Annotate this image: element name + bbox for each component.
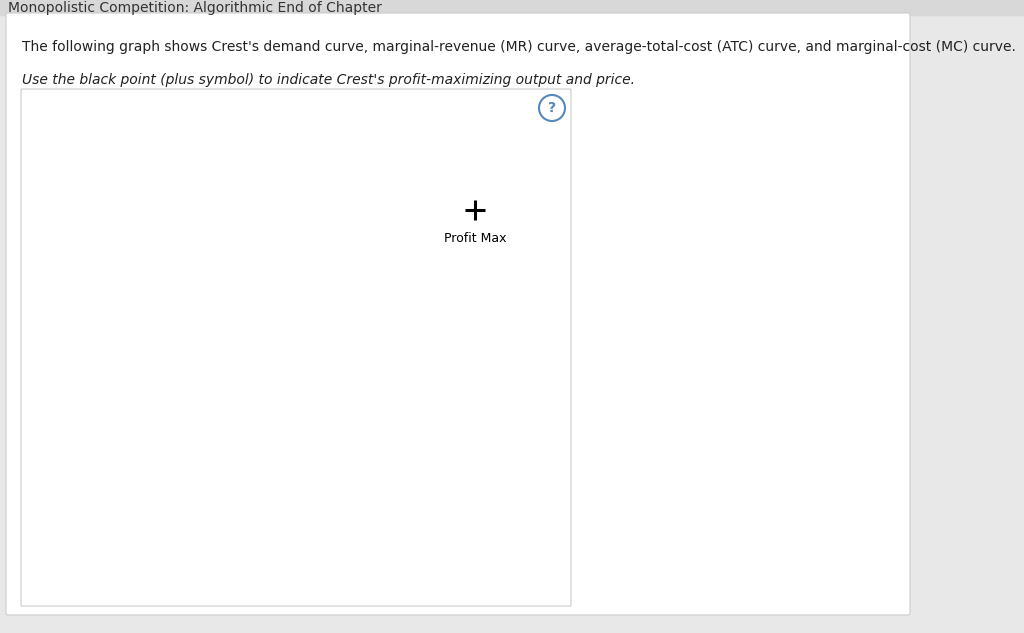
Text: Profit Max: Profit Max [443,232,506,245]
Bar [0,0,1024,15]
Text: MR: MR [247,558,266,571]
Text: Demand: Demand [103,175,157,189]
Y-axis label: Price, Cost, Revenue: Price, Cost, Revenue [79,286,92,415]
Text: The following graph shows Crest's demand curve, marginal-revenue (MR) curve, ave: The following graph shows Crest's demand… [22,40,1016,54]
FancyBboxPatch shape [6,13,910,615]
FancyBboxPatch shape [22,89,571,606]
Text: MC: MC [110,451,129,464]
Text: Monopolistic Competition: Algorithmic End of Chapter: Monopolistic Competition: Algorithmic En… [8,1,382,15]
X-axis label: Quantity of Crest Toothpaste: Quantity of Crest Toothpaste [170,586,349,599]
Text: ?: ? [548,101,556,115]
Text: ATC: ATC [228,396,251,409]
Text: Use the black point (plus symbol) to indicate Crest's profit-maximizing output a: Use the black point (plus symbol) to ind… [22,73,635,87]
